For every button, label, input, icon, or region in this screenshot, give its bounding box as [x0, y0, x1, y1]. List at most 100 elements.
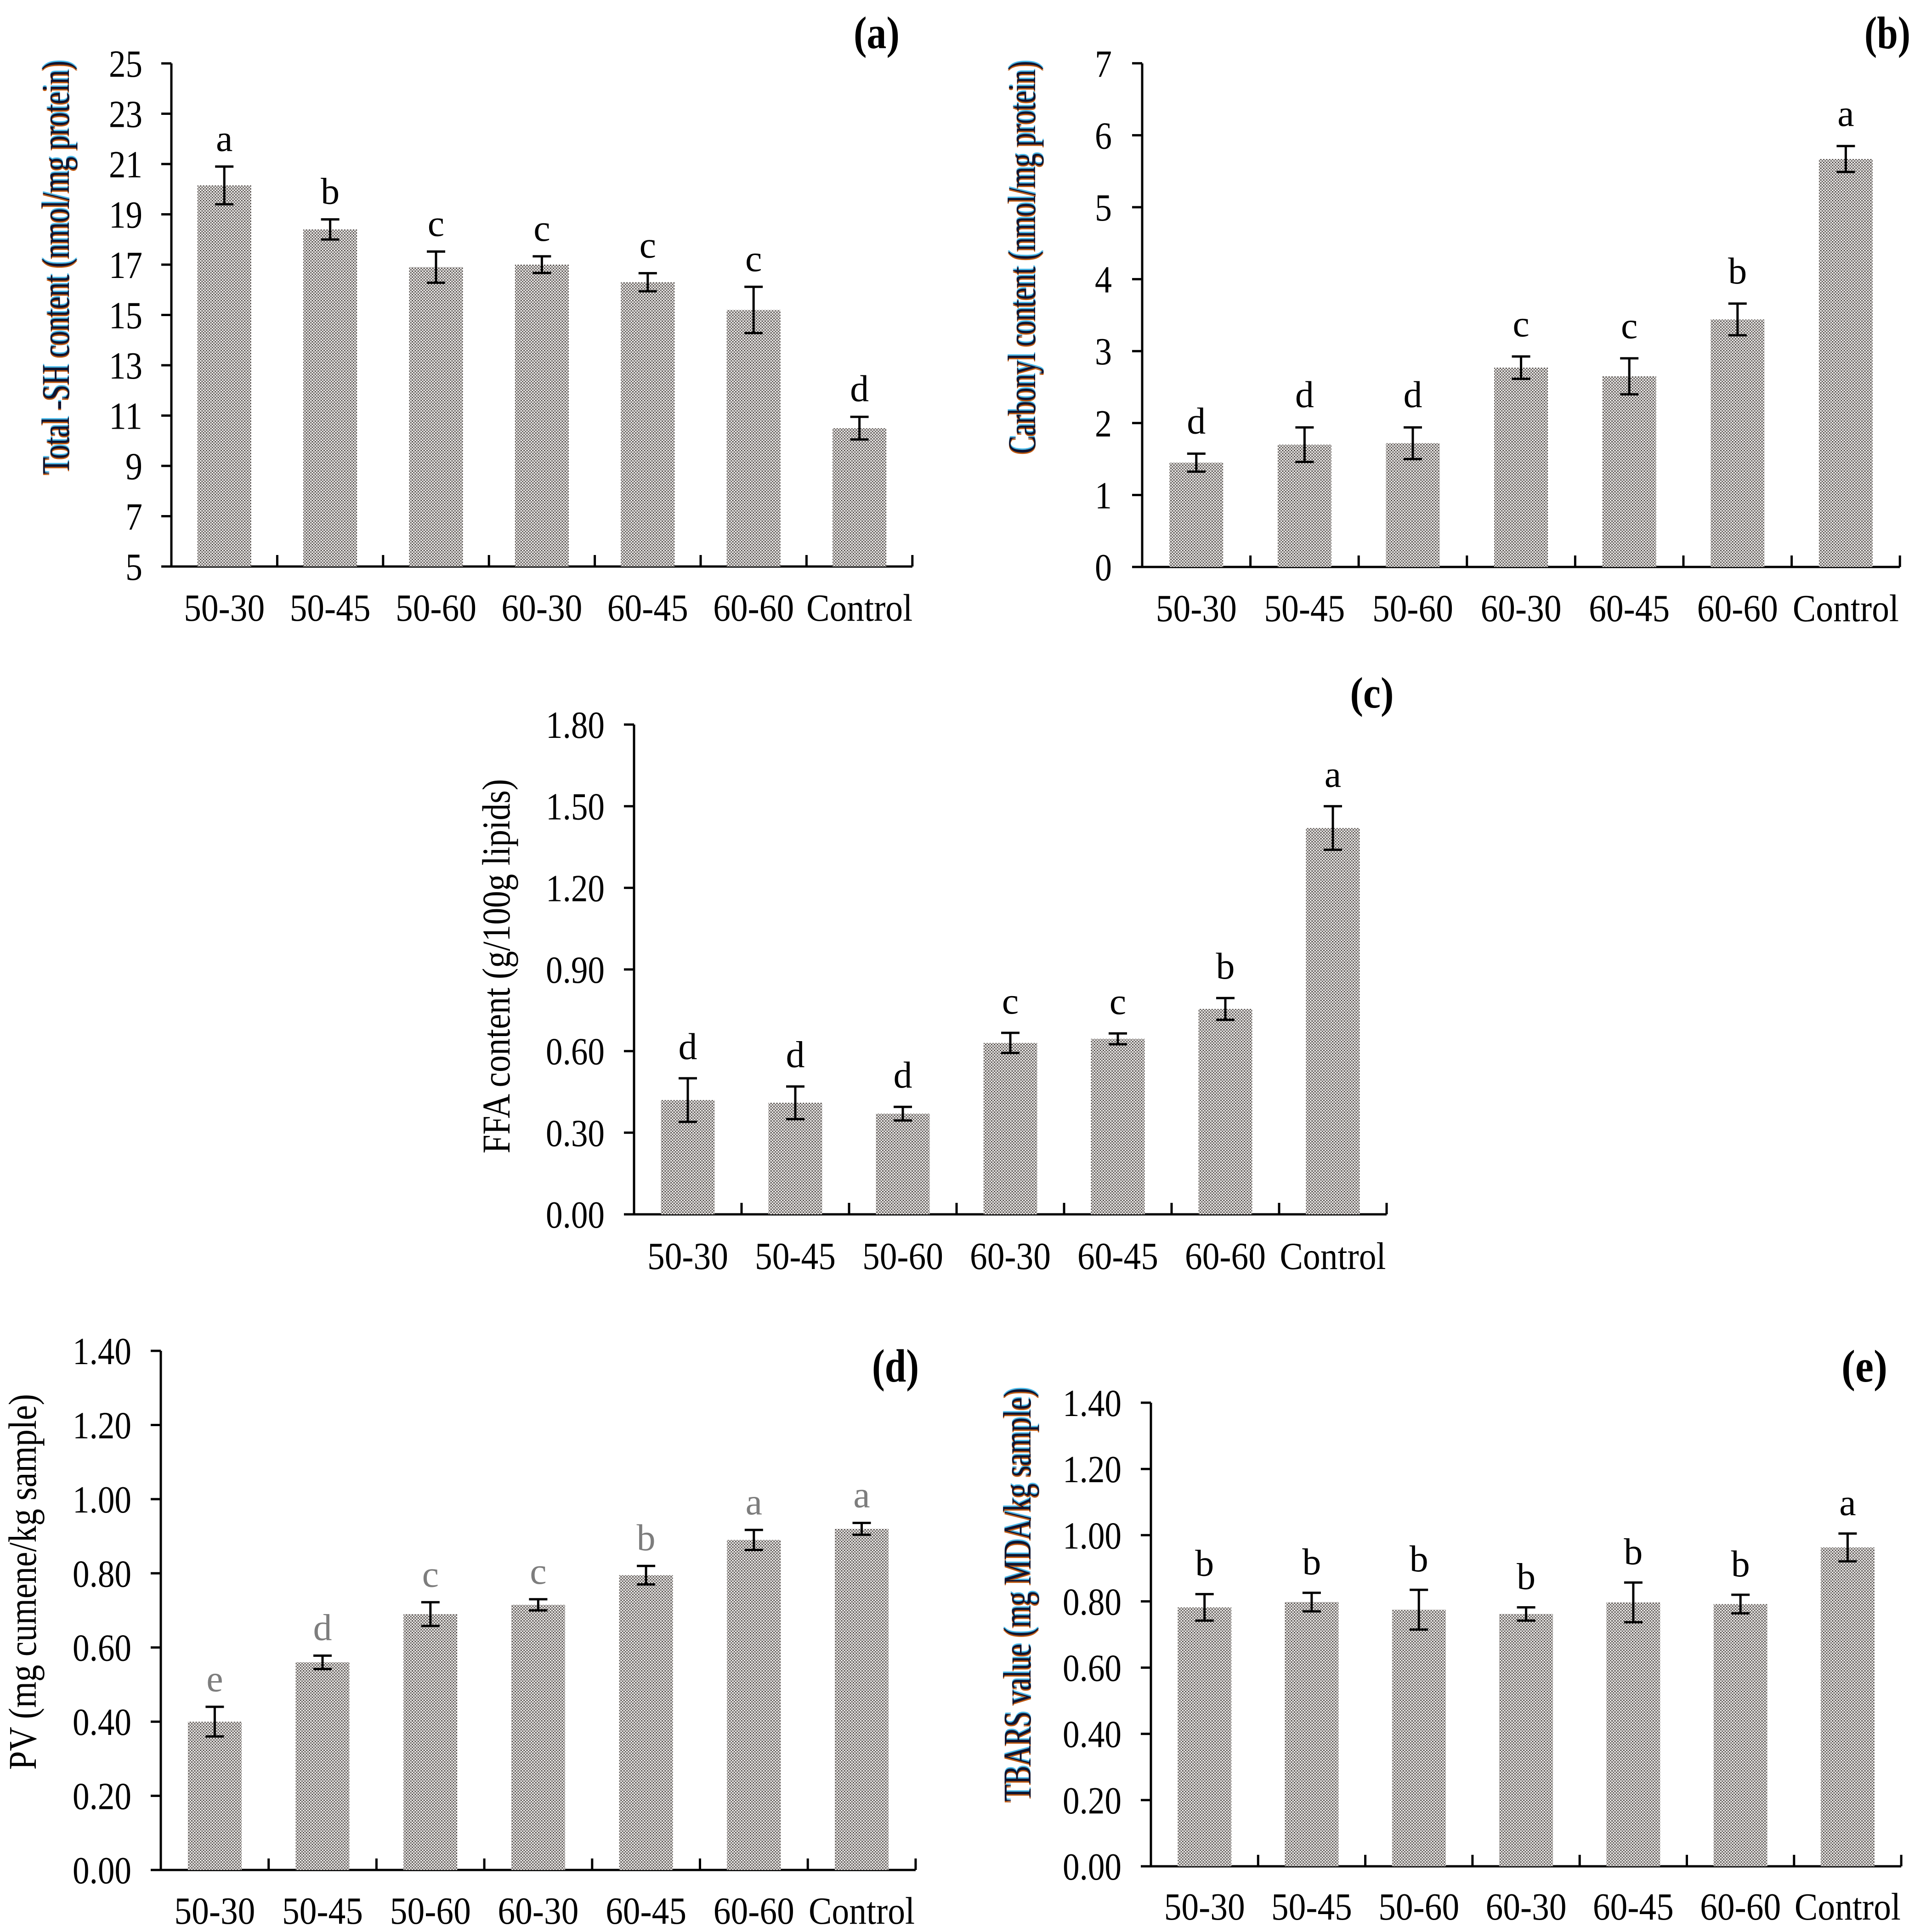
svg-text:60-30: 60-30	[1481, 587, 1562, 630]
svg-text:b: b	[1731, 1543, 1750, 1585]
svg-text:(d): (d)	[872, 1340, 919, 1392]
svg-text:1.80: 1.80	[546, 704, 605, 747]
svg-text:0.80: 0.80	[73, 1552, 131, 1595]
svg-text:Carbonyl content (nmol/mg prot: Carbonyl content (nmol/mg protein)	[1000, 61, 1044, 454]
svg-text:50-30: 50-30	[184, 587, 265, 629]
svg-text:Control: Control	[809, 1890, 915, 1932]
svg-text:Control: Control	[1280, 1235, 1386, 1278]
svg-text:60-60: 60-60	[1697, 587, 1778, 630]
svg-text:50-30: 50-30	[1156, 587, 1237, 630]
svg-text:0.60: 0.60	[546, 1031, 605, 1073]
svg-text:c: c	[1512, 303, 1529, 345]
svg-text:6: 6	[1095, 114, 1112, 157]
svg-text:(b): (b)	[1864, 7, 1910, 58]
svg-text:0.40: 0.40	[1063, 1713, 1122, 1756]
svg-text:50-30: 50-30	[174, 1890, 255, 1932]
svg-text:60-45: 60-45	[607, 587, 688, 629]
svg-text:1.20: 1.20	[546, 867, 605, 910]
svg-text:7: 7	[125, 496, 142, 538]
svg-text:d: d	[850, 368, 869, 409]
svg-text:60-45: 60-45	[1593, 1886, 1674, 1928]
svg-text:2: 2	[1095, 402, 1112, 445]
svg-text:1.40: 1.40	[1063, 1382, 1122, 1425]
svg-text:1.20: 1.20	[73, 1405, 131, 1447]
svg-text:c: c	[422, 1553, 439, 1595]
svg-text:d: d	[313, 1607, 332, 1649]
svg-text:0.00: 0.00	[546, 1194, 605, 1236]
svg-text:(c): (c)	[1350, 669, 1394, 717]
svg-text:b: b	[1195, 1542, 1214, 1584]
svg-text:1.40: 1.40	[73, 1330, 131, 1373]
svg-text:FFA content (g/100g lipids): FFA content (g/100g lipids)	[474, 779, 518, 1154]
svg-text:Control: Control	[1793, 587, 1899, 630]
svg-text:Total -SH content (nmol/mg pro: Total -SH content (nmol/mg protein)	[34, 62, 78, 476]
svg-text:60-30: 60-30	[1486, 1886, 1567, 1928]
svg-text:15: 15	[109, 295, 142, 337]
svg-text:3: 3	[1095, 330, 1112, 373]
svg-text:1: 1	[1095, 474, 1112, 517]
svg-text:60-30: 60-30	[970, 1235, 1051, 1278]
svg-text:c: c	[530, 1550, 546, 1592]
svg-text:Carbonyl content (nmol/mg prot: Carbonyl content (nmol/mg protein)	[1000, 62, 1044, 455]
svg-text:0.00: 0.00	[73, 1849, 131, 1892]
svg-text:25: 25	[109, 43, 142, 85]
svg-text:0.00: 0.00	[1063, 1846, 1122, 1888]
svg-text:50-60: 50-60	[390, 1890, 471, 1932]
svg-text:11: 11	[109, 395, 142, 438]
svg-text:0.60: 0.60	[73, 1627, 131, 1670]
svg-text:0.60: 0.60	[1063, 1647, 1122, 1690]
svg-text:60-45: 60-45	[606, 1890, 686, 1932]
svg-text:13: 13	[109, 345, 142, 387]
svg-text:d: d	[786, 1034, 805, 1076]
svg-text:d: d	[1404, 374, 1422, 415]
svg-text:a: a	[1325, 754, 1341, 795]
svg-text:PV (mg cumene/kg sample): PV (mg cumene/kg sample)	[0, 1394, 45, 1770]
svg-text:a: a	[1837, 92, 1854, 134]
svg-text:d: d	[679, 1025, 697, 1067]
svg-text:17: 17	[109, 244, 142, 287]
svg-text:d: d	[1187, 400, 1206, 442]
svg-text:0.20: 0.20	[1063, 1779, 1122, 1822]
svg-text:4: 4	[1095, 259, 1112, 301]
svg-text:TBARS value (mg MDA/kg sample): TBARS value (mg MDA/kg sample)	[995, 1388, 1039, 1802]
svg-text:b: b	[1624, 1530, 1643, 1572]
svg-text:23: 23	[109, 93, 142, 136]
svg-text:c: c	[428, 203, 444, 244]
svg-text:50-30: 50-30	[1164, 1886, 1245, 1928]
svg-text:1.00: 1.00	[1063, 1514, 1122, 1557]
svg-text:60-45: 60-45	[1589, 587, 1670, 630]
svg-text:Control: Control	[1795, 1886, 1901, 1928]
svg-text:5: 5	[1095, 187, 1112, 229]
svg-text:b: b	[1410, 1538, 1428, 1580]
svg-text:a: a	[216, 118, 232, 159]
svg-text:60-45: 60-45	[1077, 1235, 1158, 1278]
svg-text:60-30: 60-30	[501, 587, 582, 629]
svg-text:9: 9	[125, 445, 142, 488]
svg-text:60-30: 60-30	[498, 1890, 578, 1932]
svg-text:60-60: 60-60	[1185, 1235, 1266, 1278]
svg-text:21: 21	[109, 143, 142, 186]
svg-text:7: 7	[1095, 43, 1112, 85]
svg-text:0.40: 0.40	[73, 1701, 131, 1744]
svg-text:50-60: 50-60	[396, 587, 476, 629]
svg-text:d: d	[1295, 374, 1314, 415]
svg-text:a: a	[1839, 1482, 1856, 1524]
svg-text:50-60: 50-60	[1372, 587, 1453, 630]
svg-text:50-60: 50-60	[1378, 1886, 1459, 1928]
svg-text:Total -SH content (nmol/mg pro: Total -SH content (nmol/mg protein)	[34, 59, 78, 473]
svg-text:0.20: 0.20	[73, 1775, 131, 1818]
svg-text:60-60: 60-60	[713, 587, 794, 629]
svg-text:1.00: 1.00	[73, 1479, 131, 1521]
svg-text:TBARS value (mg MDA/kg sample): TBARS value (mg MDA/kg sample)	[995, 1389, 1039, 1803]
svg-text:0.90: 0.90	[546, 949, 605, 991]
svg-text:c: c	[745, 238, 762, 279]
svg-text:5: 5	[125, 546, 142, 589]
svg-text:b: b	[637, 1517, 656, 1558]
svg-text:c: c	[1621, 305, 1637, 346]
svg-text:a: a	[853, 1474, 870, 1516]
svg-text:b: b	[1517, 1555, 1535, 1597]
svg-text:e: e	[206, 1658, 223, 1700]
svg-text:c: c	[533, 207, 550, 249]
svg-text:Carbonyl content (nmol/mg prot: Carbonyl content (nmol/mg protein)	[1000, 60, 1044, 453]
svg-text:TBARS value (mg MDA/kg sample): TBARS value (mg MDA/kg sample)	[995, 1387, 1039, 1800]
